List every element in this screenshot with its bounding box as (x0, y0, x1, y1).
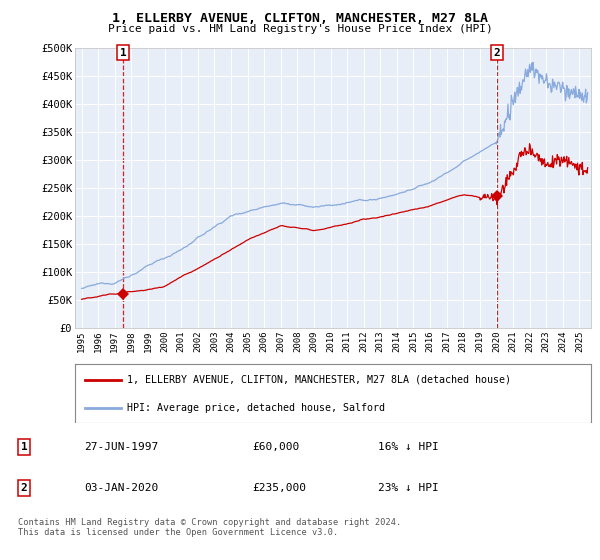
Text: 27-JUN-1997: 27-JUN-1997 (84, 442, 158, 452)
Text: Price paid vs. HM Land Registry's House Price Index (HPI): Price paid vs. HM Land Registry's House … (107, 24, 493, 34)
Text: £60,000: £60,000 (252, 442, 299, 452)
Text: 1, ELLERBY AVENUE, CLIFTON, MANCHESTER, M27 8LA: 1, ELLERBY AVENUE, CLIFTON, MANCHESTER, … (112, 12, 488, 25)
Text: 2: 2 (494, 48, 500, 58)
Text: 1: 1 (119, 48, 127, 58)
Text: 23% ↓ HPI: 23% ↓ HPI (378, 483, 439, 493)
Text: 16% ↓ HPI: 16% ↓ HPI (378, 442, 439, 452)
Text: 03-JAN-2020: 03-JAN-2020 (84, 483, 158, 493)
Text: 2: 2 (20, 483, 28, 493)
Text: 1, ELLERBY AVENUE, CLIFTON, MANCHESTER, M27 8LA (detached house): 1, ELLERBY AVENUE, CLIFTON, MANCHESTER, … (127, 375, 511, 385)
Text: 1: 1 (20, 442, 28, 452)
Text: £235,000: £235,000 (252, 483, 306, 493)
Text: Contains HM Land Registry data © Crown copyright and database right 2024.
This d: Contains HM Land Registry data © Crown c… (18, 518, 401, 538)
Text: HPI: Average price, detached house, Salford: HPI: Average price, detached house, Salf… (127, 403, 385, 413)
